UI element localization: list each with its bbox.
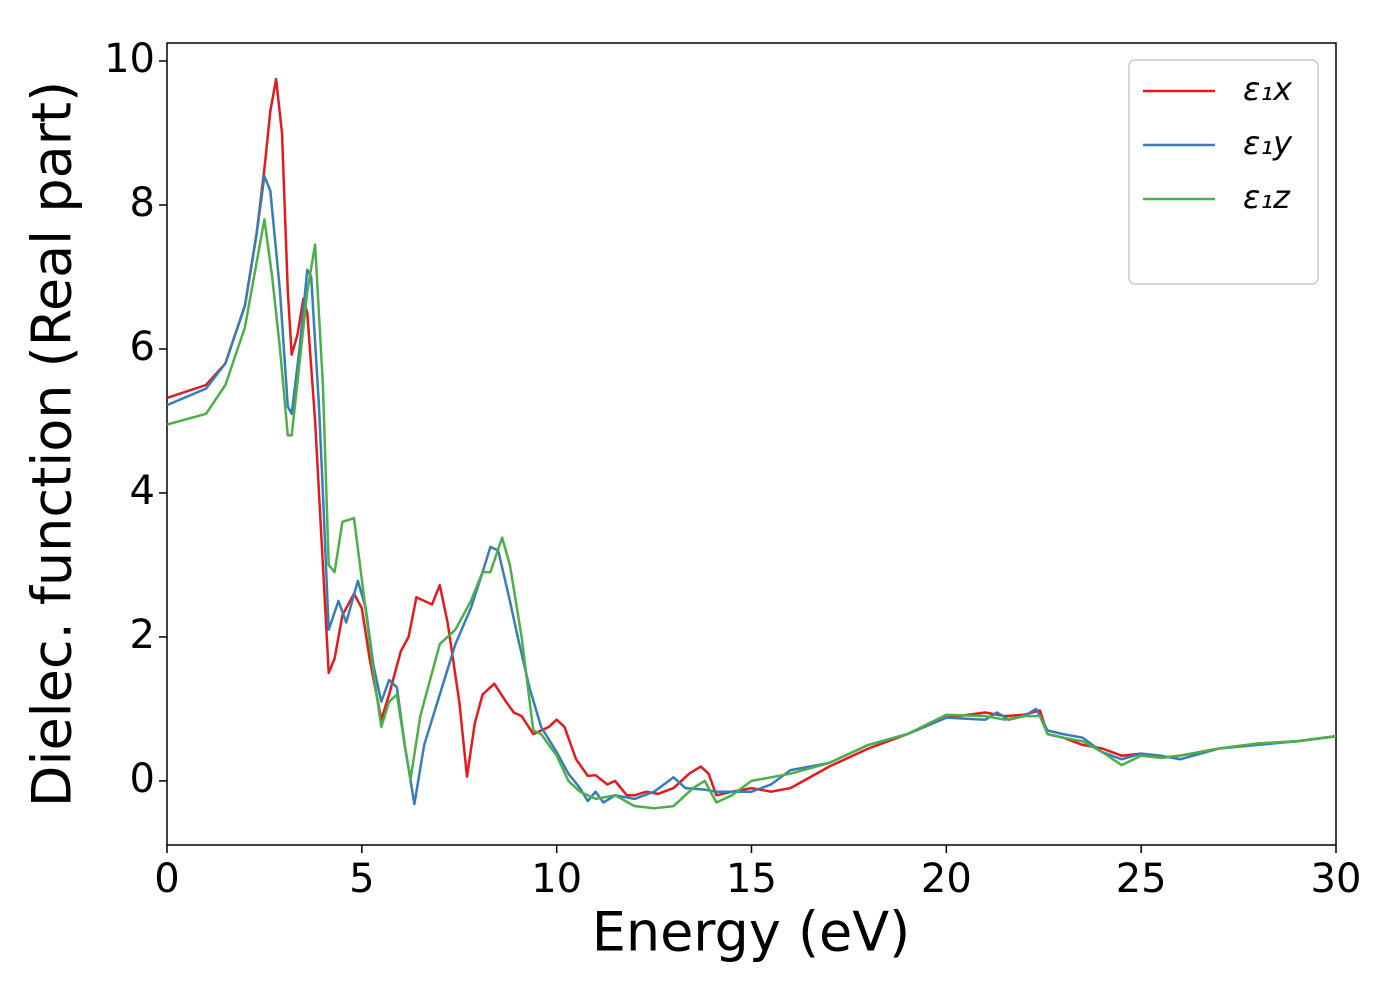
y-tick-label: 2 (130, 612, 155, 658)
x-tick-label: 0 (154, 856, 179, 902)
data-line (167, 77, 1336, 797)
x-tick-label: 10 (531, 856, 582, 902)
x-tick-label: 30 (1311, 856, 1362, 902)
plot-frame (166, 42, 1337, 846)
x-axis-label: Energy (eV) (592, 901, 911, 964)
x-tick-label: 25 (1116, 856, 1167, 902)
legend-label: ε₁x (1243, 70, 1293, 108)
y-axis-label: Dielec. function (Real part) (21, 81, 84, 807)
legend-label: ε₁y (1243, 124, 1293, 162)
y-tick-label: 8 (130, 180, 155, 226)
y-tick-label: 6 (130, 324, 155, 370)
x-tick-label: 15 (726, 856, 777, 902)
y-tick-label: 4 (130, 468, 155, 514)
legend-label: ε₁z (1243, 178, 1291, 216)
y-tick-label: 0 (130, 756, 155, 802)
x-tick-label: 5 (349, 856, 374, 902)
legend-box (1128, 59, 1319, 285)
data-line (167, 218, 1336, 810)
x-tick-label: 20 (921, 856, 972, 902)
data-line (167, 174, 1336, 806)
y-tick-label: 10 (104, 36, 155, 82)
